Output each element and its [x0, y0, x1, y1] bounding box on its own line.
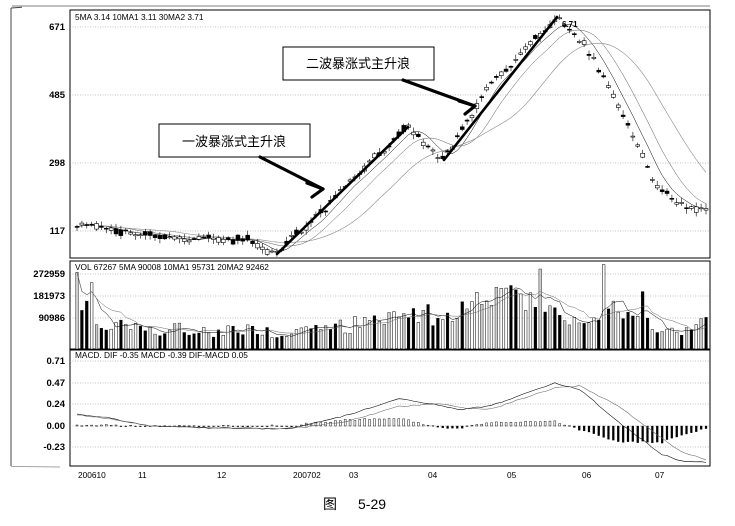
svg-text:90986: 90986 [39, 313, 65, 324]
svg-text:200702: 200702 [293, 470, 321, 480]
svg-text:图: 图 [323, 496, 337, 512]
svg-text:06: 06 [582, 470, 592, 480]
svg-text:485: 485 [49, 90, 66, 101]
svg-text:MACD. DIF -0.35 MACD -0.39 D: MACD. DIF -0.35 MACD -0.39 DIF-MACD 0.05 [75, 350, 248, 360]
svg-text:200610: 200610 [78, 470, 106, 480]
svg-text:5-29: 5-29 [358, 496, 386, 512]
svg-text:11: 11 [138, 470, 147, 480]
svg-text:一波暴涨式主升浪: 一波暴涨式主升浪 [182, 134, 286, 149]
svg-text:二波暴涨式主升浪: 二波暴涨式主升浪 [306, 56, 410, 71]
svg-text:272959: 272959 [33, 269, 65, 280]
svg-text:07: 07 [655, 470, 665, 480]
svg-text:05: 05 [507, 470, 517, 480]
svg-text:03: 03 [349, 470, 359, 480]
svg-text:12: 12 [217, 470, 227, 480]
svg-text:0.71: 0.71 [47, 356, 66, 367]
svg-text:0.24: 0.24 [47, 399, 66, 410]
svg-text:0.47: 0.47 [47, 378, 66, 389]
svg-text:04: 04 [428, 470, 438, 480]
svg-text:671: 671 [49, 22, 66, 33]
svg-text:0.00: 0.00 [47, 421, 66, 432]
svg-text:5MA 3.14 10MA1 3.11 30MA2 3.: 5MA 3.14 10MA1 3.11 30MA2 3.71 [75, 12, 204, 22]
svg-text:181973: 181973 [33, 291, 65, 302]
svg-text:-0.23: -0.23 [43, 442, 65, 453]
svg-text:117: 117 [50, 226, 65, 237]
svg-text:6.71: 6.71 [562, 20, 578, 29]
svg-text:VOL 67267 5MA 90008 10MA1 95: VOL 67267 5MA 90008 10MA1 95731 20MA2 92… [75, 262, 269, 272]
svg-text:298: 298 [49, 158, 65, 169]
